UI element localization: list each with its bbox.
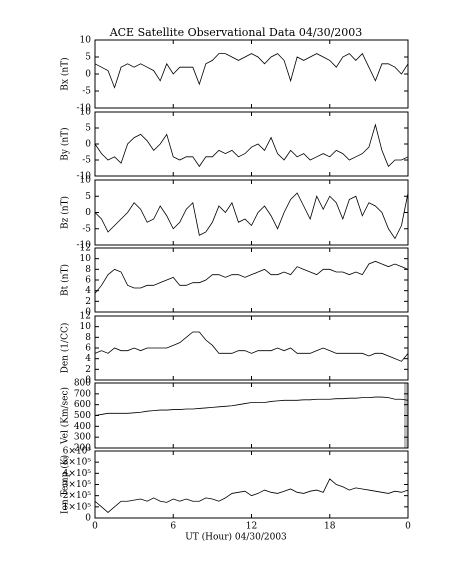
y-tick-label: 200: [74, 444, 91, 454]
y-tick-label: 0: [85, 70, 91, 80]
y-tick-label: 10: [80, 176, 92, 186]
y-tick-label: 0: [85, 514, 91, 524]
x-tick-label: 0: [405, 522, 411, 532]
y-tick-label: 10: [80, 322, 92, 332]
y-tick-label: 10: [80, 254, 92, 264]
x-tick-label: 0: [92, 522, 98, 532]
y-tick-label: 6×10⁵: [63, 447, 92, 457]
y-tick-label: 10: [80, 36, 92, 46]
y-axis-label: Bx (nT): [60, 57, 71, 90]
y-tick-label: 3×10⁵: [63, 480, 92, 490]
data-line: [94, 123, 409, 168]
x-tick-label: 6: [170, 522, 176, 532]
y-tick-label: 1×10⁵: [63, 502, 92, 512]
y-tick-label: 5: [85, 192, 91, 202]
y-tick-label: 12: [80, 244, 91, 254]
y-tick-label: 4×10⁵: [63, 469, 92, 479]
y-tick-label: 0: [85, 208, 91, 218]
y-tick-label: 400: [74, 422, 91, 432]
data-line: [94, 396, 409, 416]
y-tick-label: 12: [80, 312, 91, 322]
y-tick-label: 2: [85, 365, 91, 375]
y-axis-label: Vel (Km/sec): [60, 387, 71, 445]
y-tick-label: -10: [77, 241, 92, 251]
x-tick-label: 18: [324, 522, 336, 532]
y-tick-label: 500: [74, 411, 91, 421]
y-tick-label: 5×10⁵: [63, 458, 92, 468]
y-tick-label: 4: [85, 286, 91, 296]
y-tick-label: 0: [85, 376, 91, 386]
y-tick-label: 700: [74, 389, 91, 399]
y-tick-label: 8: [85, 333, 91, 343]
data-line: [94, 260, 409, 294]
y-tick-label: 8: [85, 265, 91, 275]
y-axis-label: Den (1/CC): [60, 323, 71, 374]
y-tick-label: 0: [85, 308, 91, 318]
y-tick-label: 6: [85, 344, 91, 354]
y-tick-label: 6: [85, 276, 91, 286]
y-tick-label: 5: [85, 53, 91, 63]
y-tick-label: 600: [74, 400, 91, 410]
x-axis-label: UT (Hour) 04/30/2003: [185, 532, 287, 543]
data-line: [94, 331, 409, 362]
data-line: [94, 192, 409, 240]
y-tick-label: -10: [77, 104, 92, 114]
panel-frame: [94, 315, 409, 381]
data-line: [94, 478, 409, 513]
y-tick-label: 4: [85, 354, 91, 364]
panel-frame: [94, 247, 409, 313]
y-axis-label: Ion Temp (K): [60, 455, 71, 514]
chart-title: ACE Satellite Observational Data 04/30/2…: [109, 26, 363, 39]
y-tick-label: -5: [82, 156, 91, 166]
y-tick-label: 10: [80, 108, 92, 118]
y-tick-label: -10: [77, 172, 92, 182]
data-line: [94, 52, 409, 89]
y-tick-label: -5: [82, 224, 91, 234]
panel-frame: [94, 382, 409, 449]
y-tick-label: 5: [85, 124, 91, 134]
y-tick-label: -5: [82, 87, 91, 97]
y-tick-label: 800: [74, 379, 91, 389]
y-tick-label: 300: [74, 433, 91, 443]
y-axis-label: Bz (nT): [60, 196, 71, 229]
panel-frame: [94, 450, 409, 519]
y-axis-label: Bt (nT): [60, 264, 71, 296]
y-tick-label: 2: [85, 297, 91, 307]
y-tick-label: 2×10⁵: [63, 491, 92, 501]
y-axis-label: By (nT): [60, 127, 71, 160]
x-tick-label: 12: [246, 522, 257, 532]
panel-frame: [94, 39, 409, 109]
panel-frame: [94, 111, 409, 177]
y-tick-label: 0: [85, 140, 91, 150]
